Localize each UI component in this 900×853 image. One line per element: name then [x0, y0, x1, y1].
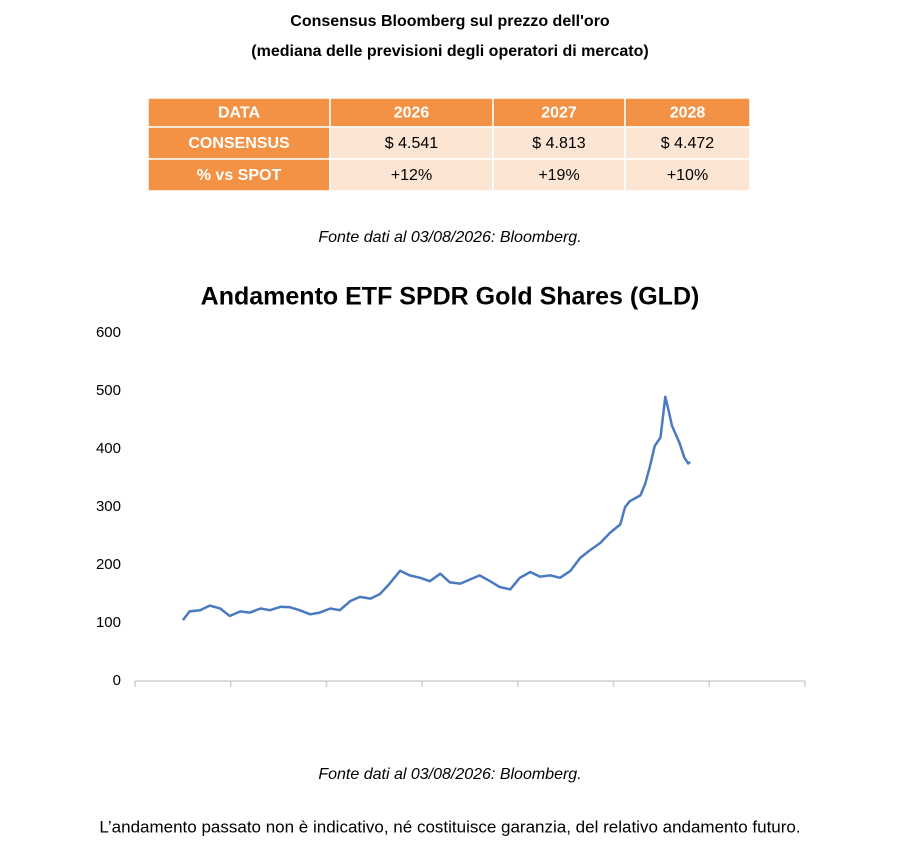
table-value: +12%: [391, 167, 432, 184]
table-cell: [624, 158, 751, 192]
table-cell: [147, 97, 331, 128]
y-tick-label: 100: [96, 614, 121, 631]
table-source: Fonte dati al 03/08/2026: Bloomberg.: [318, 229, 581, 246]
table-header: CONSENSUS: [188, 135, 290, 152]
price-line: [181, 395, 691, 621]
table-value: +19%: [538, 167, 579, 184]
table-value: $ 4.472: [661, 135, 714, 152]
chart-title: Andamento ETF SPDR Gold Shares (GLD): [201, 283, 700, 311]
table-cell: [329, 158, 494, 192]
disclaimer: L’andamento passato non è indicativo, né…: [99, 817, 800, 836]
subtitle: (mediana delle previsioni degli operator…: [251, 43, 648, 60]
table-value: $ 4.813: [532, 135, 585, 152]
table-cell: [624, 97, 751, 128]
table-header: 2026: [394, 105, 430, 122]
table-header: DATA: [218, 105, 261, 122]
chart-source: Fonte dati al 03/08/2026: Bloomberg.: [318, 766, 581, 783]
table-value: +10%: [667, 167, 708, 184]
chart: 0 100 200 300 400 500 600: [96, 324, 806, 689]
y-tick-label: 600: [96, 324, 121, 341]
table-cell: [147, 158, 331, 192]
table-cell: [329, 126, 494, 160]
y-tick-label: 400: [96, 440, 121, 457]
table-value: $ 4.541: [385, 135, 438, 152]
table: DATA 2026 2027 2028 CONSENSUS $ 4.541 $ 4.813 $…: [147, 97, 751, 192]
table-cell: [624, 126, 751, 160]
title: Consensus Bloomberg sul prezzo dell'oro: [290, 13, 610, 30]
y-tick-label: 500: [96, 382, 121, 399]
table-header: % vs SPOT: [197, 167, 282, 184]
table-header: 2028: [670, 105, 706, 122]
y-tick-label: 300: [96, 498, 121, 515]
y-tick-label: 200: [96, 556, 121, 573]
table-cell: [329, 97, 494, 128]
table-header: 2027: [541, 105, 577, 122]
y-tick-label: 0: [113, 672, 121, 689]
